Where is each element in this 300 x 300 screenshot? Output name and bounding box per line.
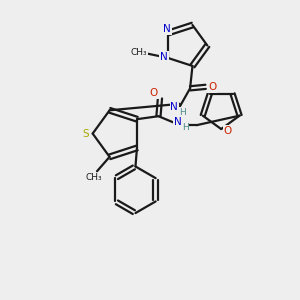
Text: CH₃: CH₃ bbox=[86, 173, 102, 182]
Text: N: N bbox=[170, 102, 178, 112]
Text: O: O bbox=[208, 82, 216, 92]
Text: H: H bbox=[179, 108, 185, 117]
Text: S: S bbox=[83, 129, 89, 139]
Text: H: H bbox=[182, 123, 189, 132]
Text: N: N bbox=[163, 24, 171, 34]
Text: O: O bbox=[150, 88, 158, 98]
Text: N: N bbox=[160, 52, 168, 61]
Text: CH₃: CH₃ bbox=[131, 48, 148, 57]
Text: O: O bbox=[224, 125, 232, 136]
Text: N: N bbox=[174, 117, 182, 127]
